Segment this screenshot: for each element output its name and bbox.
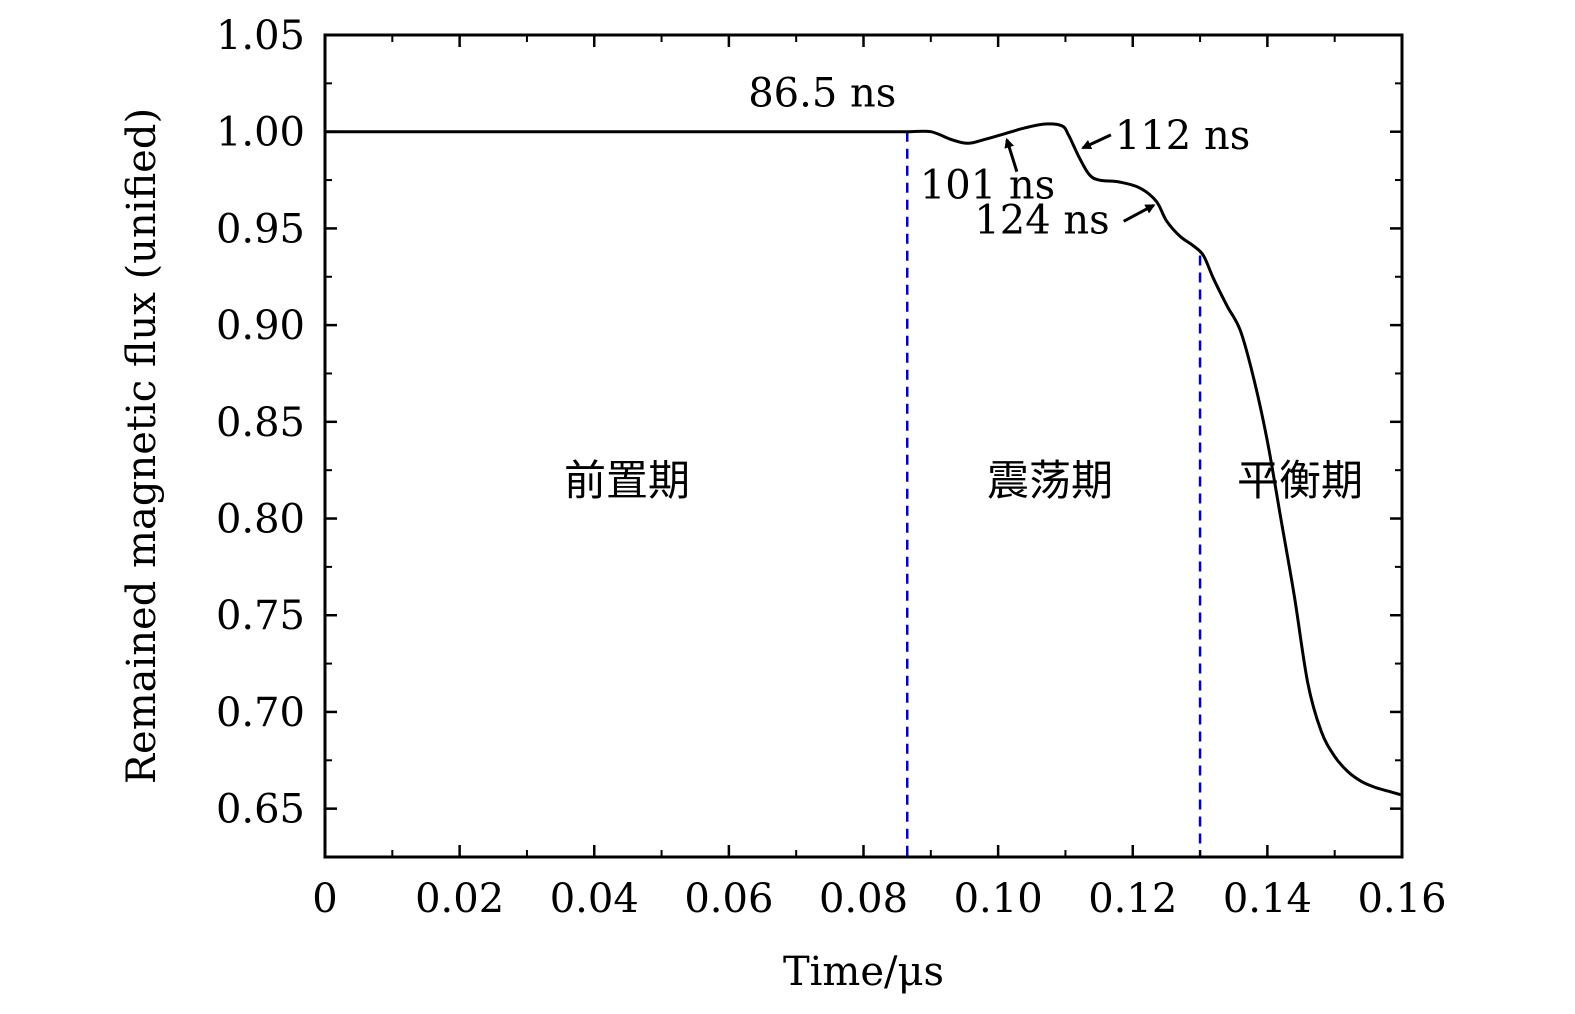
y-axis-title: Remained magnetic flux (unified) <box>119 108 165 784</box>
y-tick-label: 0.85 <box>216 400 305 446</box>
x-tick-label: 0 <box>312 876 337 922</box>
x-tick-label: 0.08 <box>819 876 908 922</box>
annotation-arrow <box>1081 133 1112 150</box>
x-tick-label: 0.02 <box>415 876 504 922</box>
annotation-arrow <box>1004 137 1019 173</box>
flux-series-line <box>325 122 1403 797</box>
x-tick-label: 0.10 <box>954 876 1043 922</box>
y-tick-label: 0.75 <box>216 593 305 639</box>
y-tick-label: 0.70 <box>216 690 305 736</box>
x-tick-label: 0.16 <box>1357 876 1446 922</box>
y-tick-label: 0.90 <box>216 303 305 349</box>
annotation-arrow <box>1122 203 1156 223</box>
annotation-label: 86.5 ns <box>748 71 896 117</box>
annotation-label: 124 ns <box>974 197 1109 243</box>
y-tick-label: 0.80 <box>216 497 305 543</box>
y-tick-label: 1.00 <box>216 110 305 156</box>
x-axis-title: Time/μs <box>783 949 944 995</box>
y-tick-label: 1.05 <box>216 13 305 59</box>
x-tick-label: 0.04 <box>550 876 639 922</box>
x-tick-label: 0.14 <box>1223 876 1312 922</box>
plot-area <box>325 122 1403 857</box>
annotation-label: 112 ns <box>1115 113 1250 159</box>
axes: 0 0.02 0.04 0.06 0.08 0.10 0.12 0.14 0.16 0.65 0.7… <box>216 13 1447 922</box>
y-tick-label: 0.65 <box>216 787 305 833</box>
phase-label: 震荡期 <box>987 456 1113 505</box>
x-tick-label: 0.06 <box>684 876 773 922</box>
x-tick-label: 0.12 <box>1088 876 1177 922</box>
annotation-label: 101 ns <box>920 163 1055 209</box>
phase-label: 平衡期 <box>1237 456 1363 505</box>
phase-label: 前置期 <box>564 456 690 505</box>
y-tick-label: 0.95 <box>216 206 305 252</box>
